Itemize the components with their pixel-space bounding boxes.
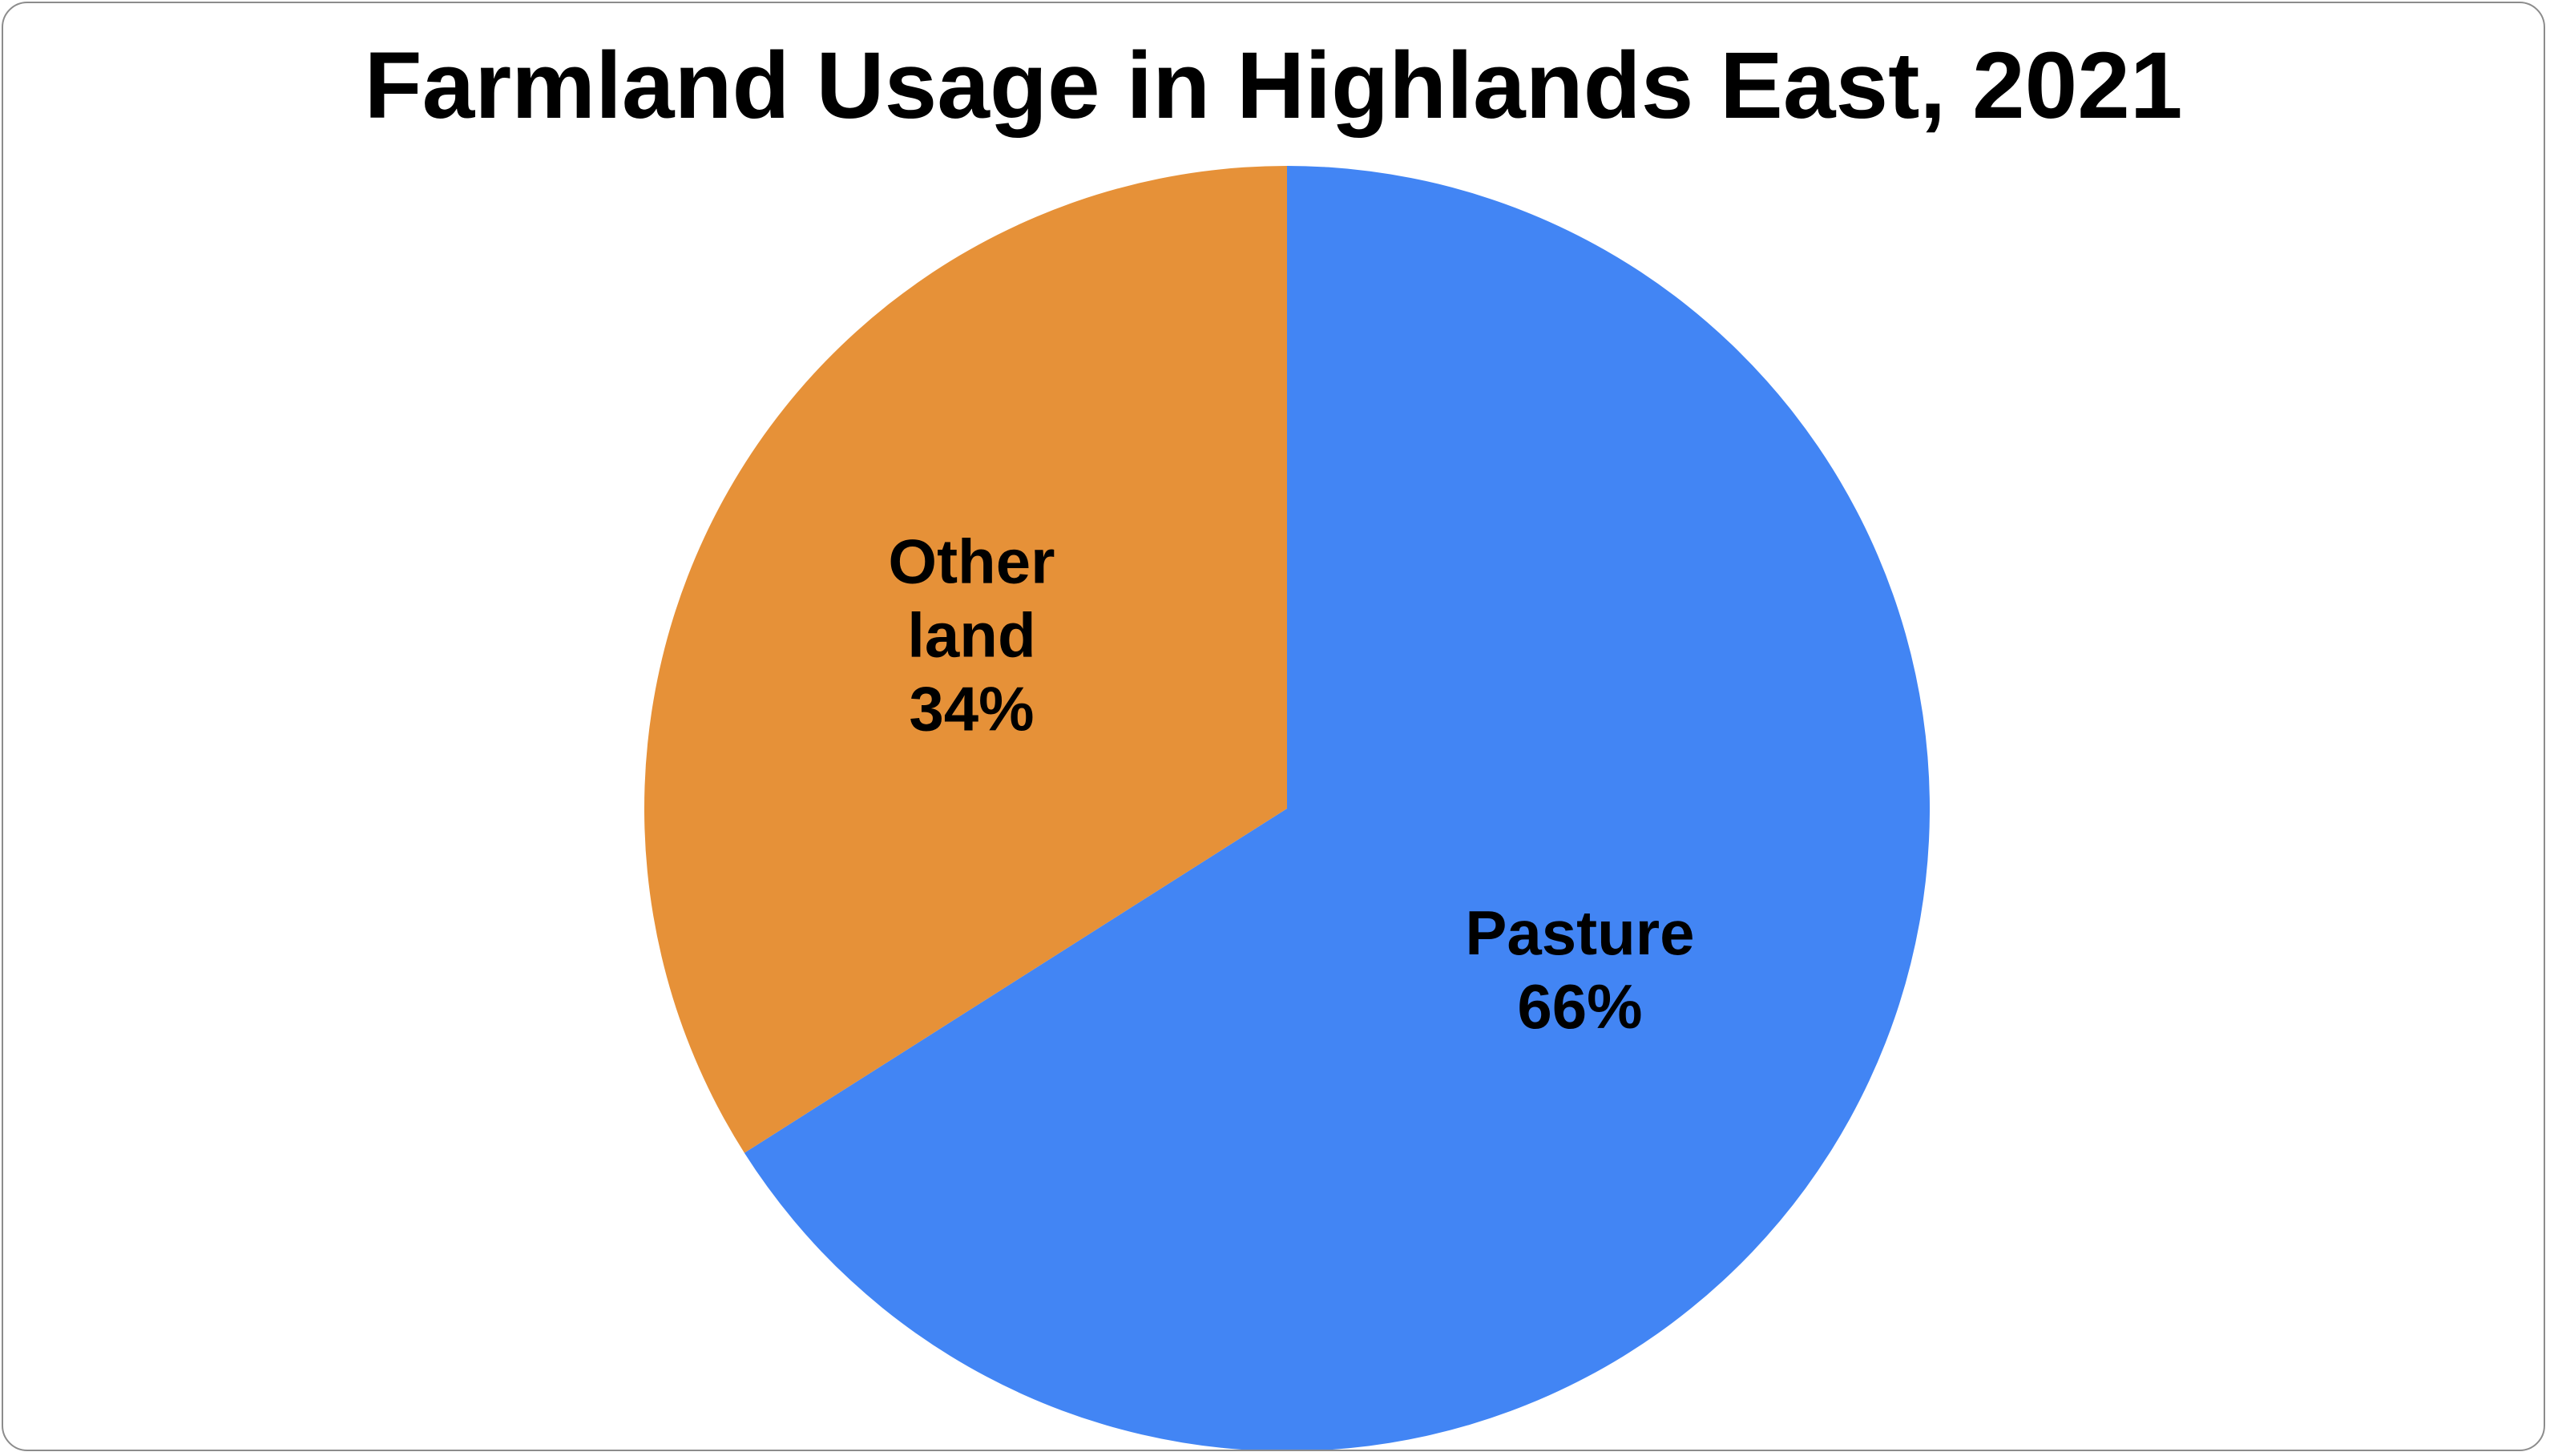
pie-slice-other-land [644, 166, 1287, 1153]
chart-title: Farmland Usage in Highlands East, 2021 [364, 33, 2183, 139]
data-label-other-land: Other land 34% [888, 526, 1055, 744]
pie-chart: Pasture 66% Other land 34% [644, 166, 1930, 1450]
pie-slice-pasture [744, 166, 1930, 1450]
data-label-pasture: Pasture 66% [1465, 897, 1694, 1042]
